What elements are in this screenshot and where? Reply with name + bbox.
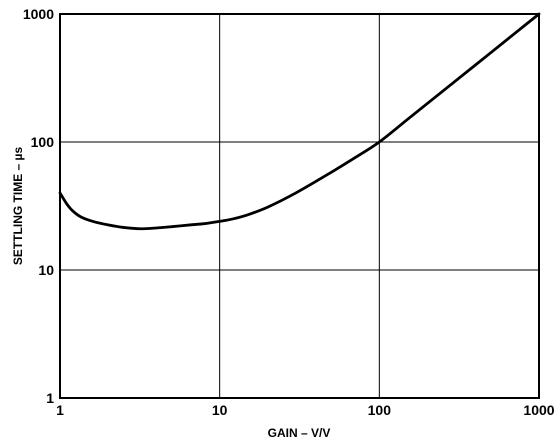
y-tick-labels: 1 10 100 1000	[23, 6, 54, 406]
grid-lines	[60, 14, 539, 398]
plot-frame	[59, 13, 540, 399]
y-tick-label: 1000	[23, 6, 54, 22]
y-tick-label: 100	[31, 134, 55, 150]
settling-time-curve	[58, 12, 541, 231]
x-tick-label: 10	[212, 402, 228, 418]
y-tick-label: 1	[46, 390, 54, 406]
x-axis-label: GAIN – V/V	[268, 426, 331, 440]
x-tick-labels: 1 10 100 1000	[56, 402, 555, 418]
y-tick-label: 10	[38, 262, 54, 278]
x-tick-label: 1000	[523, 402, 554, 418]
x-tick-label: 100	[368, 402, 392, 418]
x-tick-label: 1	[56, 402, 64, 418]
y-axis-label: SETTLING TIME – µs	[11, 147, 25, 266]
